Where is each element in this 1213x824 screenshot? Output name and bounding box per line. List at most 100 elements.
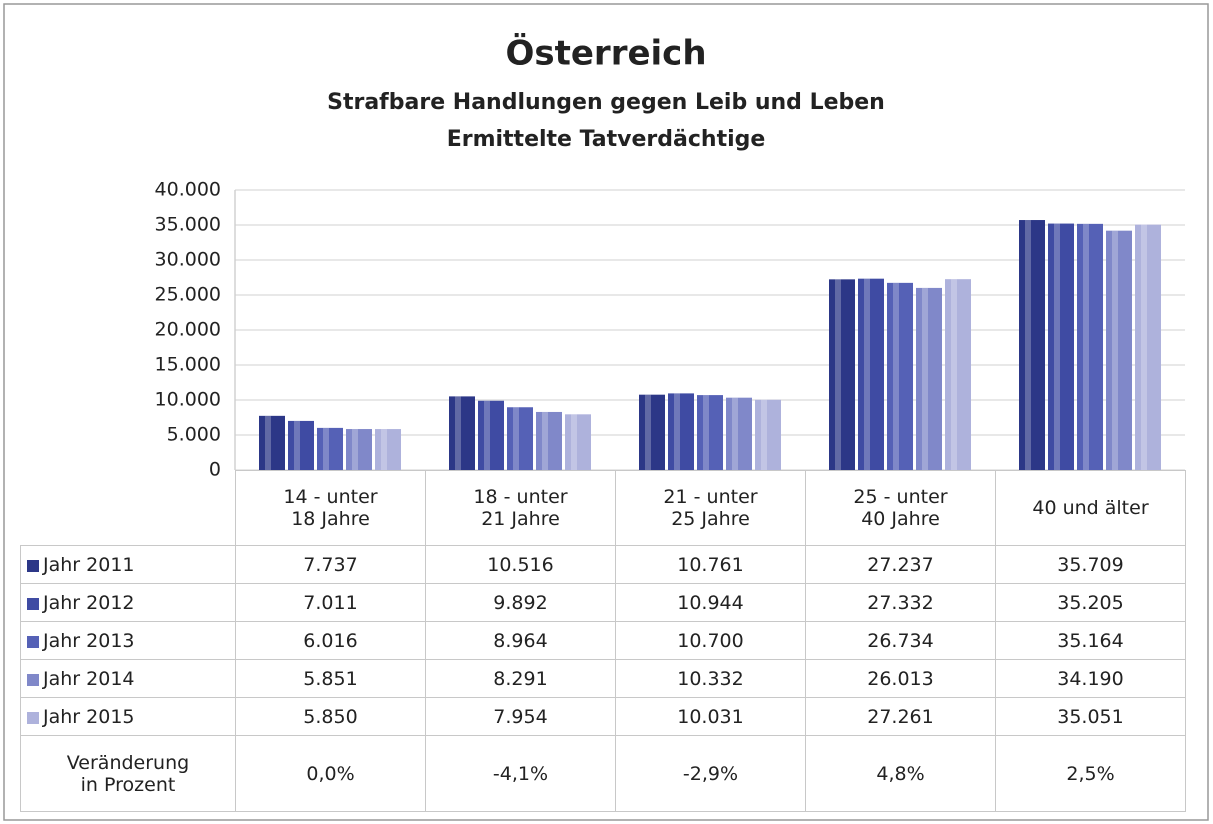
bar-highlight — [674, 393, 680, 470]
bar — [507, 407, 533, 470]
bar-highlight — [922, 287, 928, 470]
bar-highlight — [864, 278, 870, 470]
change-cell: 0,0% — [235, 735, 426, 812]
value-cell: 26.013 — [805, 659, 996, 698]
legend-swatch — [27, 711, 39, 724]
bar-highlight — [761, 399, 767, 470]
x-tick-label: 21 - unter 25 Jahre — [615, 470, 806, 546]
bar-highlight — [323, 427, 329, 470]
bar — [1106, 230, 1132, 470]
value-cell: 26.734 — [805, 621, 996, 660]
bar-highlight — [1025, 220, 1031, 470]
bar-highlight — [381, 429, 387, 470]
value-cell: 10.700 — [615, 621, 806, 660]
bar-highlight — [835, 279, 841, 470]
bar — [375, 429, 401, 470]
series-row: Jahr 2012 7.011 9.892 10.944 27.332 35.205 — [20, 583, 1186, 622]
series-row: Jahr 2013 6.016 8.964 10.700 26.734 35.164 — [20, 621, 1186, 660]
chart-title: Österreich — [505, 33, 706, 74]
change-row: Veränderung in Prozent 0,0% -4,1% -2,9% 4,8%… — [20, 735, 1186, 812]
x-tick-label: 40 und älter — [995, 470, 1186, 546]
legend-label: Jahr 2011 — [43, 553, 135, 576]
legend-entry: Jahr 2013 — [20, 621, 236, 660]
legend-entry: Jahr 2014 — [20, 659, 236, 698]
legend-entry: Jahr 2012 — [20, 583, 236, 622]
y-tick-label: 40.000 — [155, 179, 221, 201]
series-row: Jahr 2011 7.737 10.516 10.761 27.237 35.709 — [20, 545, 1186, 584]
bar — [259, 415, 285, 470]
bar — [1135, 224, 1161, 470]
value-cell: 7.011 — [235, 583, 426, 622]
header-row: 14 - unter 18 Jahre 18 - unter 21 Jahre 21… — [20, 470, 1186, 546]
value-cell: 9.892 — [425, 583, 616, 622]
bar — [697, 395, 723, 470]
change-cell: -4,1% — [425, 735, 616, 812]
legend-label: Jahr 2013 — [43, 629, 135, 652]
bar — [478, 400, 504, 470]
value-cell: 34.190 — [995, 659, 1186, 698]
value-cell: 7.954 — [425, 697, 616, 736]
series-row: Jahr 2014 5.851 8.291 10.332 26.013 34.190 — [20, 659, 1186, 698]
y-tick-label: 25.000 — [155, 284, 221, 306]
bar-highlight — [352, 429, 358, 470]
change-cell: 2,5% — [995, 735, 1186, 812]
bar-highlight — [703, 395, 709, 470]
bar — [829, 279, 855, 470]
bar — [1048, 223, 1074, 470]
value-cell: 5.851 — [235, 659, 426, 698]
legend-swatch — [27, 673, 39, 686]
x-tick-label: 14 - unter 18 Jahre — [235, 470, 426, 546]
bar — [288, 420, 314, 470]
y-tick-label: 30.000 — [155, 249, 221, 271]
value-cell: 6.016 — [235, 621, 426, 660]
value-cell: 35.709 — [995, 545, 1186, 584]
chart-subtitle: Ermittelte Tatverdächtige — [447, 127, 766, 152]
value-cell: 35.164 — [995, 621, 1186, 660]
value-cell: 10.944 — [615, 583, 806, 622]
legend-entry: Jahr 2011 — [20, 545, 236, 584]
value-cell: 10.332 — [615, 659, 806, 698]
x-tick-label: 18 - unter 21 Jahre — [425, 470, 616, 546]
data-table: 14 - unter 18 Jahre 18 - unter 21 Jahre 21… — [20, 470, 1186, 812]
bar-highlight — [1112, 230, 1118, 470]
x-tick-label: 25 - unter 40 Jahre — [805, 470, 996, 546]
bar — [565, 414, 591, 470]
change-cell: 4,8% — [805, 735, 996, 812]
corner-cell — [20, 470, 236, 546]
bar-highlight — [951, 279, 957, 470]
chart-subtitle: Strafbare Handlungen gegen Leib und Lebe… — [327, 90, 885, 115]
bar — [887, 282, 913, 470]
bar-highlight — [513, 407, 519, 470]
legend-swatch — [27, 559, 39, 572]
bar-highlight — [542, 411, 548, 470]
value-cell: 35.051 — [995, 697, 1186, 736]
value-cell: 10.516 — [425, 545, 616, 584]
legend-label: Jahr 2015 — [43, 705, 135, 728]
bar — [1019, 220, 1045, 470]
legend-label: Jahr 2012 — [43, 591, 135, 614]
y-tick-label: 10.000 — [155, 389, 221, 411]
bar-highlight — [893, 282, 899, 470]
y-tick-label: 5.000 — [167, 424, 221, 446]
bar — [449, 396, 475, 470]
value-cell: 35.205 — [995, 583, 1186, 622]
bar — [639, 394, 665, 470]
bar — [945, 279, 971, 470]
bar-highlight — [455, 396, 461, 470]
legend-swatch — [27, 597, 39, 610]
bar-highlight — [732, 397, 738, 470]
value-cell: 10.031 — [615, 697, 806, 736]
legend-entry: Jahr 2015 — [20, 697, 236, 736]
value-cell: 27.237 — [805, 545, 996, 584]
legend-label: Jahr 2014 — [43, 667, 135, 690]
value-cell: 7.737 — [235, 545, 426, 584]
bar-highlight — [265, 415, 271, 470]
change-cell: -2,9% — [615, 735, 806, 812]
bar-highlight — [294, 420, 300, 470]
value-cell: 8.291 — [425, 659, 616, 698]
bar — [1077, 223, 1103, 470]
bar — [858, 278, 884, 470]
bar — [346, 429, 372, 470]
